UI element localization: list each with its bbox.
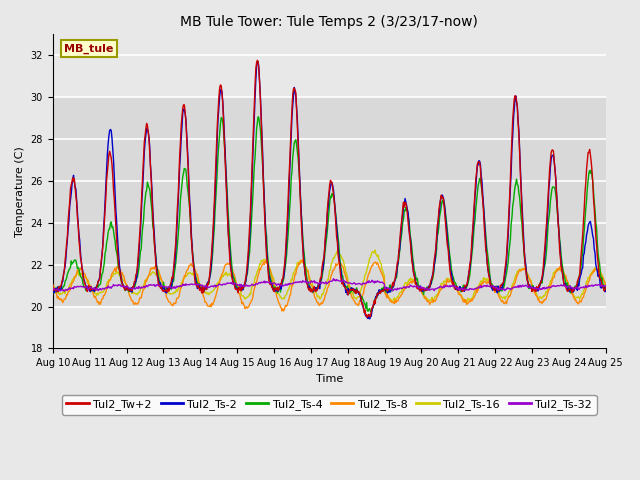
Tul2_Ts-16 <box>59 290 67 296</box>
Tul2_Ts-2 <box>49 289 56 295</box>
Tul2_Ts-2 <box>201 286 209 291</box>
Text: MB_tule: MB_tule <box>64 44 113 54</box>
Tul2_Tw+2 <box>414 284 422 289</box>
Tul2_Ts-8 <box>49 282 56 288</box>
Tul2_Ts-32 <box>60 288 68 294</box>
Line: Tul2_Ts-8: Tul2_Ts-8 <box>52 260 606 311</box>
Tul2_Ts-8 <box>201 300 209 305</box>
Tul2_Ts-8 <box>280 308 287 314</box>
Tul2_Tw+2 <box>59 276 67 282</box>
Line: Tul2_Tw+2: Tul2_Tw+2 <box>52 60 606 317</box>
Line: Tul2_Ts-16: Tul2_Ts-16 <box>52 250 606 302</box>
Tul2_Ts-32 <box>59 288 67 293</box>
Tul2_Ts-2 <box>366 316 374 322</box>
Tul2_Ts-32 <box>202 283 210 288</box>
Tul2_Ts-2 <box>116 265 124 271</box>
Tul2_Ts-2 <box>398 216 406 222</box>
Tul2_Ts-32 <box>330 276 337 282</box>
Tul2_Ts-4 <box>201 286 209 291</box>
Tul2_Ts-32 <box>398 286 406 291</box>
Tul2_Tw+2 <box>253 58 261 63</box>
Tul2_Ts-4 <box>414 282 422 288</box>
Tul2_Ts-4 <box>116 268 124 274</box>
Tul2_Ts-16 <box>116 273 124 279</box>
Tul2_Ts-16 <box>371 247 379 253</box>
Tul2_Tw+2 <box>49 284 56 289</box>
X-axis label: Time: Time <box>316 373 343 384</box>
Tul2_Ts-32 <box>602 283 610 288</box>
Tul2_Ts-4 <box>172 259 180 265</box>
Tul2_Ts-8 <box>414 283 422 288</box>
Tul2_Ts-8 <box>172 300 180 306</box>
Tul2_Ts-2 <box>254 59 262 65</box>
Tul2_Ts-2 <box>414 284 422 290</box>
Tul2_Ts-4 <box>602 288 610 293</box>
Tul2_Ts-4 <box>254 114 262 120</box>
Line: Tul2_Ts-4: Tul2_Ts-4 <box>52 117 606 312</box>
Tul2_Ts-16 <box>172 288 180 294</box>
Tul2_Tw+2 <box>201 284 209 290</box>
Tul2_Tw+2 <box>172 239 180 245</box>
Tul2_Ts-16 <box>429 300 436 305</box>
Line: Tul2_Ts-2: Tul2_Ts-2 <box>52 62 606 319</box>
Bar <box>52 97 606 307</box>
Tul2_Ts-32 <box>414 284 422 289</box>
Tul2_Ts-2 <box>172 245 180 251</box>
Tul2_Ts-8 <box>602 283 610 289</box>
Tul2_Ts-8 <box>116 266 124 272</box>
Tul2_Ts-2 <box>59 279 67 285</box>
Tul2_Ts-16 <box>602 281 610 287</box>
Title: MB Tule Tower: Tule Temps 2 (3/23/17-now): MB Tule Tower: Tule Temps 2 (3/23/17-now… <box>180 15 478 29</box>
Tul2_Ts-8 <box>298 257 306 263</box>
Tul2_Tw+2 <box>364 314 371 320</box>
Tul2_Ts-16 <box>413 283 421 288</box>
Tul2_Tw+2 <box>116 268 124 274</box>
Tul2_Ts-2 <box>602 288 610 294</box>
Tul2_Ts-32 <box>173 283 180 289</box>
Tul2_Ts-4 <box>367 309 375 315</box>
Tul2_Ts-16 <box>49 280 56 286</box>
Tul2_Ts-4 <box>49 291 56 297</box>
Tul2_Tw+2 <box>602 284 610 290</box>
Tul2_Ts-4 <box>59 285 67 291</box>
Tul2_Ts-8 <box>59 300 67 305</box>
Tul2_Ts-32 <box>49 286 56 291</box>
Tul2_Ts-8 <box>398 291 406 297</box>
Line: Tul2_Ts-32: Tul2_Ts-32 <box>52 279 606 291</box>
Tul2_Ts-16 <box>201 289 209 295</box>
Y-axis label: Temperature (C): Temperature (C) <box>15 146 25 237</box>
Tul2_Ts-4 <box>398 228 406 234</box>
Tul2_Ts-16 <box>397 289 405 295</box>
Tul2_Ts-32 <box>116 282 124 288</box>
Tul2_Tw+2 <box>398 215 406 220</box>
Legend: Tul2_Tw+2, Tul2_Ts-2, Tul2_Ts-4, Tul2_Ts-8, Tul2_Ts-16, Tul2_Ts-32: Tul2_Tw+2, Tul2_Ts-2, Tul2_Ts-4, Tul2_Ts… <box>62 395 596 415</box>
